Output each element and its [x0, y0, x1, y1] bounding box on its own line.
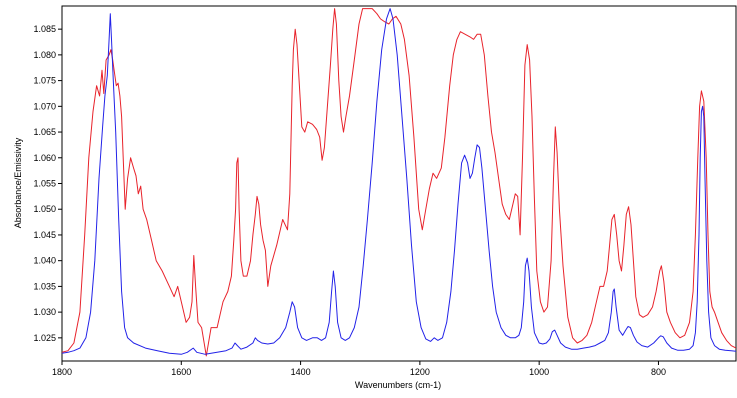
- x-tick-label: 1200: [410, 367, 430, 377]
- blue-spectrum-line: [62, 8, 736, 355]
- y-tick-label: 1.085: [33, 24, 56, 34]
- y-tick-label: 1.035: [33, 281, 56, 291]
- x-tick-label: 1600: [171, 367, 191, 377]
- x-tick-label: 1000: [529, 367, 549, 377]
- y-axis-label: Absorbance/Emissivity: [13, 137, 23, 228]
- red-spectrum-line: [62, 8, 736, 357]
- y-tick-label: 1.080: [33, 50, 56, 60]
- y-tick-label: 1.055: [33, 179, 56, 189]
- plot-frame: [61, 5, 737, 362]
- x-axis-label: Wavenumbers (cm-1): [355, 380, 441, 390]
- series-layer: [62, 8, 736, 357]
- y-tick-label: 1.030: [33, 307, 56, 317]
- y-tick-label: 1.065: [33, 127, 56, 137]
- y-tick-label: 1.060: [33, 153, 56, 163]
- x-tick-label: 1400: [291, 367, 311, 377]
- y-tick-label: 1.045: [33, 230, 56, 240]
- x-tick-label: 800: [651, 367, 666, 377]
- x-axis: 1800 1600 1400 1200 1000 800: [52, 361, 666, 377]
- y-axis: 1.025 1.030 1.035 1.040 1.045 1.050 1.055 1.060…: [33, 24, 62, 343]
- x-tick-label: 1800: [52, 367, 72, 377]
- y-tick-label: 1.025: [33, 333, 56, 343]
- y-tick-label: 1.050: [33, 204, 56, 214]
- y-tick-label: 1.075: [33, 76, 56, 86]
- y-tick-label: 1.040: [33, 256, 56, 266]
- y-tick-label: 1.070: [33, 101, 56, 111]
